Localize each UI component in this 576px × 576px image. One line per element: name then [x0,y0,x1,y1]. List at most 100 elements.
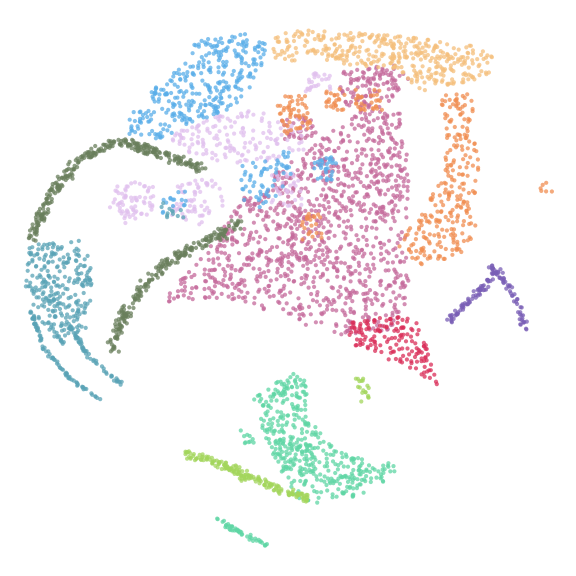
data-point [246,109,251,114]
data-point [171,104,176,109]
data-point [282,387,287,392]
data-point [54,330,59,335]
data-point [191,100,196,105]
data-point [524,319,529,324]
data-point [75,302,80,307]
data-point [288,311,293,316]
data-point [34,232,39,237]
data-point [71,330,76,335]
data-point [228,143,233,148]
data-point [237,281,242,286]
data-point [465,200,470,205]
data-point [93,143,98,149]
data-point [276,423,281,428]
data-point [221,518,227,523]
data-point [87,275,92,281]
data-point [304,221,309,226]
data-point [429,214,434,219]
data-point [509,285,515,290]
data-point [149,272,155,277]
data-point [216,226,221,231]
data-point [336,96,341,101]
data-point [405,184,410,189]
data-point [273,446,278,451]
data-point [473,223,478,228]
data-point [292,417,297,422]
data-point [438,72,443,77]
data-point [267,120,272,125]
data-point [456,172,462,177]
data-point [396,51,401,56]
data-point [261,150,266,155]
data-point [455,246,460,251]
data-point [377,44,382,49]
data-point [238,32,243,38]
data-point [399,230,404,235]
data-point [448,148,453,153]
data-point [297,317,302,322]
data-point [389,185,395,190]
data-point [206,286,212,291]
data-point [131,305,136,311]
data-point [312,257,317,262]
data-point [28,309,33,314]
data-point [285,39,290,44]
data-point [422,374,427,379]
data-point [404,319,409,324]
data-point [111,200,116,205]
data-point [269,445,274,450]
data-point [383,313,388,318]
series-7 [23,201,186,402]
data-point [275,189,280,194]
data-point [43,252,48,257]
data-point [273,193,278,198]
data-point [187,160,192,165]
data-point [397,347,402,352]
data-point [390,208,395,213]
data-point [292,379,297,384]
data-point [446,197,451,202]
data-point [423,55,428,61]
data-point [285,397,290,402]
data-point [364,138,369,143]
data-point [334,249,339,254]
data-point [186,149,192,154]
data-point [244,468,250,473]
data-point [394,187,399,192]
data-point [462,103,467,108]
data-point [276,176,281,181]
data-point [44,349,49,354]
data-point [518,312,523,317]
data-point [334,479,339,484]
data-point [296,193,301,198]
data-point [281,201,286,206]
data-point [202,98,207,103]
series-6 [26,137,244,354]
data-point [408,334,414,339]
data-point [176,249,181,254]
data-point [286,54,292,59]
data-point [243,242,248,247]
data-point [144,288,149,293]
data-point [346,184,351,189]
data-point [285,47,290,52]
data-point [266,403,271,408]
data-point [213,85,218,90]
data-point [126,211,131,217]
data-point [398,259,403,264]
data-point [351,51,356,57]
data-point [320,239,325,244]
data-point [399,65,404,70]
data-point [376,148,381,153]
data-point [341,230,346,235]
data-point [166,107,171,112]
data-point [425,369,430,374]
data-point [121,303,127,308]
data-point [434,70,439,75]
data-point [420,75,425,80]
data-point [377,57,382,62]
data-point [204,237,209,242]
data-point [43,295,48,300]
data-point [196,123,201,128]
data-point [463,153,468,158]
